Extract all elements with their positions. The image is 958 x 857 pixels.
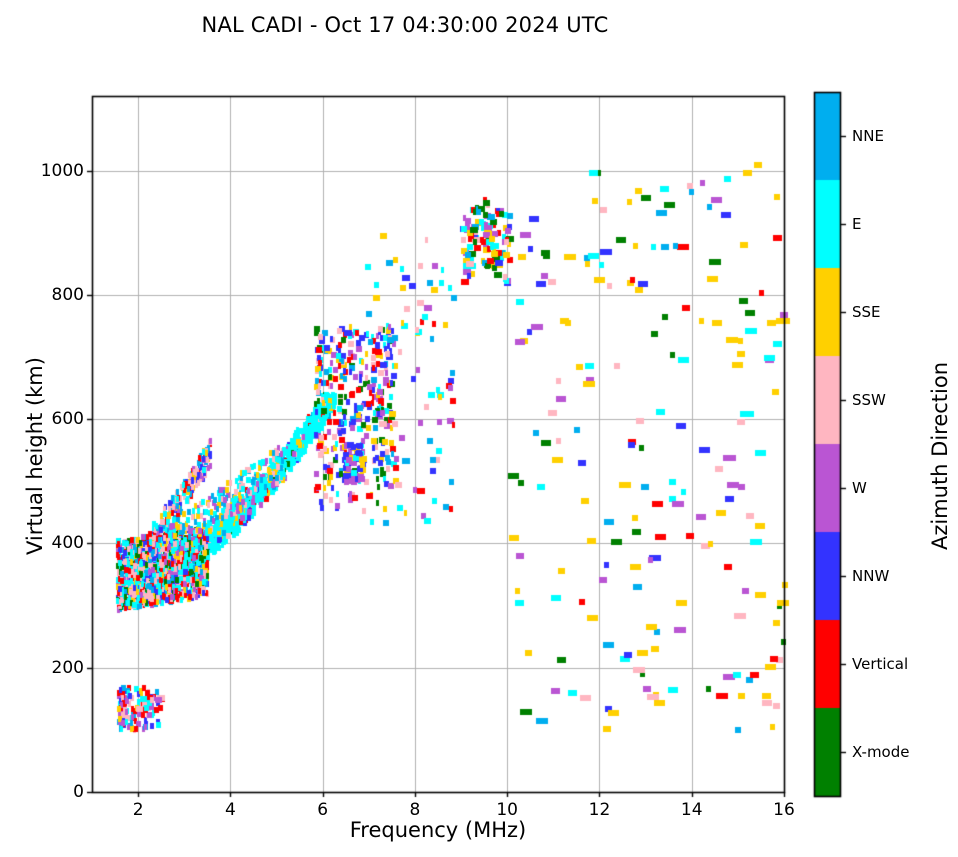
x-tick-label: 8 (409, 800, 421, 820)
y-tick-label: 600 (51, 409, 84, 430)
y-tick-label: 400 (51, 533, 84, 554)
colorbar-category-nne: NNE (852, 127, 884, 145)
x-axis-label: Frequency (MHz) (349, 818, 527, 842)
y-axis-label: Virtual height (km) (23, 357, 47, 555)
x-tick-label: 6 (317, 800, 329, 820)
y-tick-label: 0 (73, 782, 84, 802)
x-tick-label: 16 (773, 800, 795, 820)
x-tick-label: 14 (680, 800, 703, 820)
colorbar-category-e: E (852, 215, 862, 233)
colorbar-category-ssw: SSW (852, 391, 886, 409)
x-tick-label: 4 (224, 800, 236, 820)
colorbar-category-vertical: Vertical (852, 655, 909, 673)
y-tick-label: 1000 (40, 160, 84, 181)
y-tick-label: 800 (51, 284, 84, 305)
x-tick-label: 12 (588, 800, 611, 820)
x-tick-label: 10 (496, 800, 518, 820)
colorbar-axis-label: Azimuth Direction (928, 361, 952, 551)
colorbar-category-w: W (852, 479, 867, 497)
colorbar-category-x-mode: X-mode (852, 743, 910, 761)
x-tick-label: 2 (132, 800, 144, 820)
colorbar-category-nnw: NNW (852, 567, 890, 585)
y-tick-label: 200 (51, 657, 84, 678)
colorbar-category-sse: SSE (852, 303, 881, 321)
